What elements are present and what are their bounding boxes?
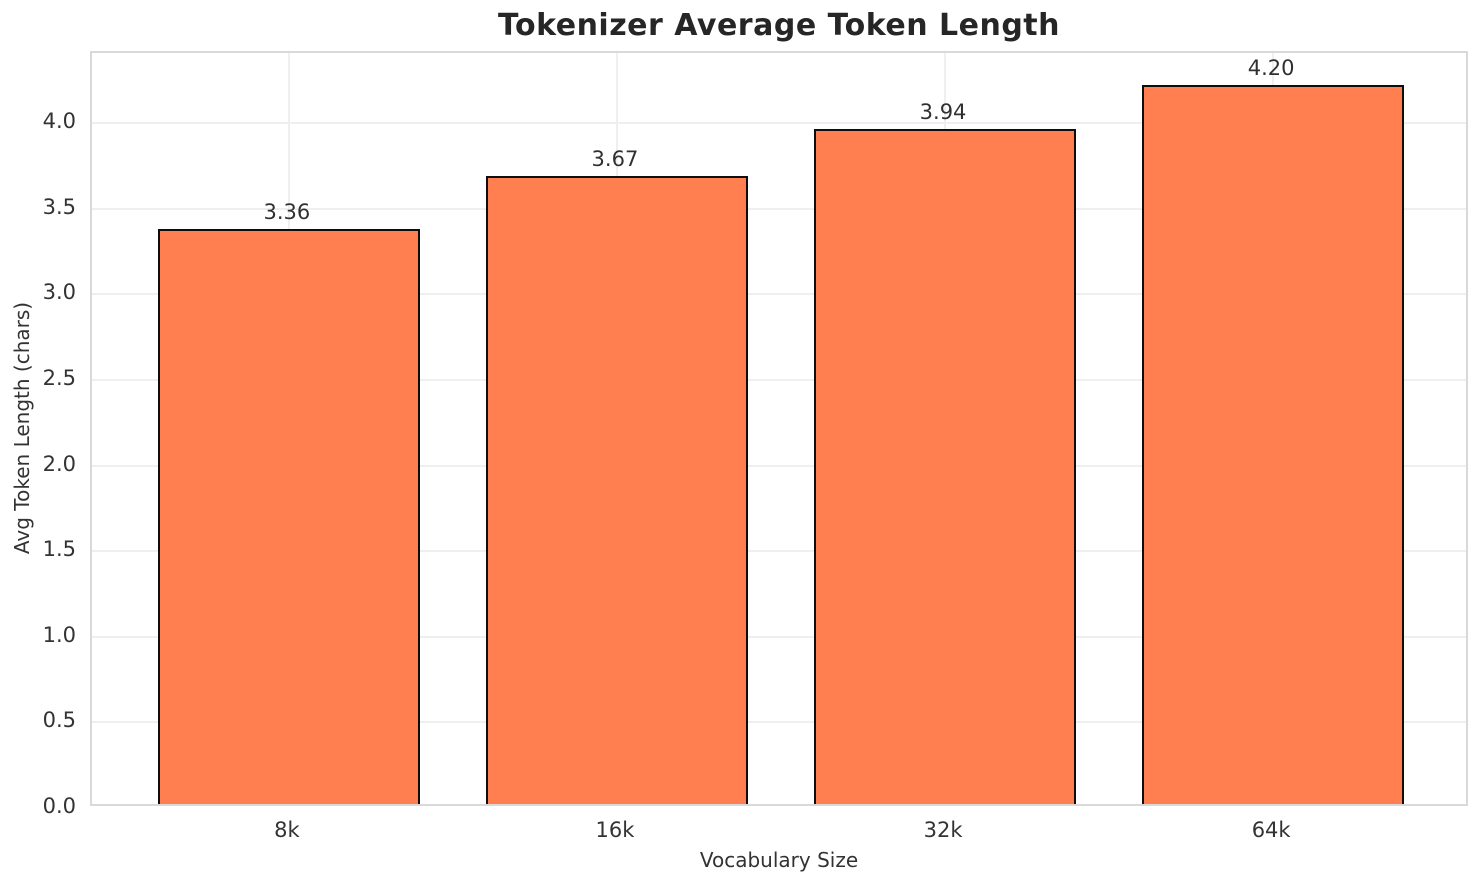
horizontal-gridline	[92, 635, 1466, 638]
y-tick-label-1.5: 1.5	[42, 537, 76, 562]
horizontal-gridline	[92, 464, 1466, 467]
horizontal-gridline	[92, 550, 1466, 553]
bar-value-label: 4.20	[1247, 55, 1295, 80]
chart-title: Tokenizer Average Token Length	[497, 8, 1060, 43]
plot-area	[90, 51, 1468, 806]
bar-value-label: 3.67	[591, 146, 639, 171]
horizontal-gridline	[92, 721, 1466, 724]
bar-16k	[485, 175, 749, 804]
horizontal-gridline	[92, 122, 1466, 125]
bar-value-label: 3.94	[919, 100, 967, 125]
y-tick-label-1.0: 1.0	[42, 622, 76, 647]
bar-32k	[813, 129, 1077, 804]
y-tick-label-2.5: 2.5	[42, 365, 76, 390]
x-tick-label-8k: 8k	[274, 818, 300, 842]
horizontal-gridline	[92, 378, 1466, 381]
x-tick-label-64k: 64k	[1251, 818, 1291, 842]
y-tick-label-3.0: 3.0	[42, 280, 76, 305]
horizontal-gridline	[92, 207, 1466, 210]
x-tick-label-16k: 16k	[595, 818, 635, 842]
x-axis-label: Vocabulary Size	[699, 848, 859, 872]
y-tick-label-3.5: 3.5	[42, 194, 76, 219]
y-tick-label-0.5: 0.5	[42, 708, 76, 733]
y-tick-label-0.0: 0.0	[42, 794, 76, 818]
bar-64k	[1141, 84, 1405, 804]
y-tick-label-4.0: 4.0	[42, 109, 76, 134]
y-axis-label: Avg Token Length (chars)	[10, 301, 34, 555]
bar-value-label: 3.36	[263, 199, 311, 224]
bar-8k	[157, 228, 421, 804]
horizontal-gridline	[92, 293, 1466, 296]
x-tick-label-32k: 32k	[923, 818, 963, 842]
y-tick-label-2.0: 2.0	[42, 451, 76, 476]
